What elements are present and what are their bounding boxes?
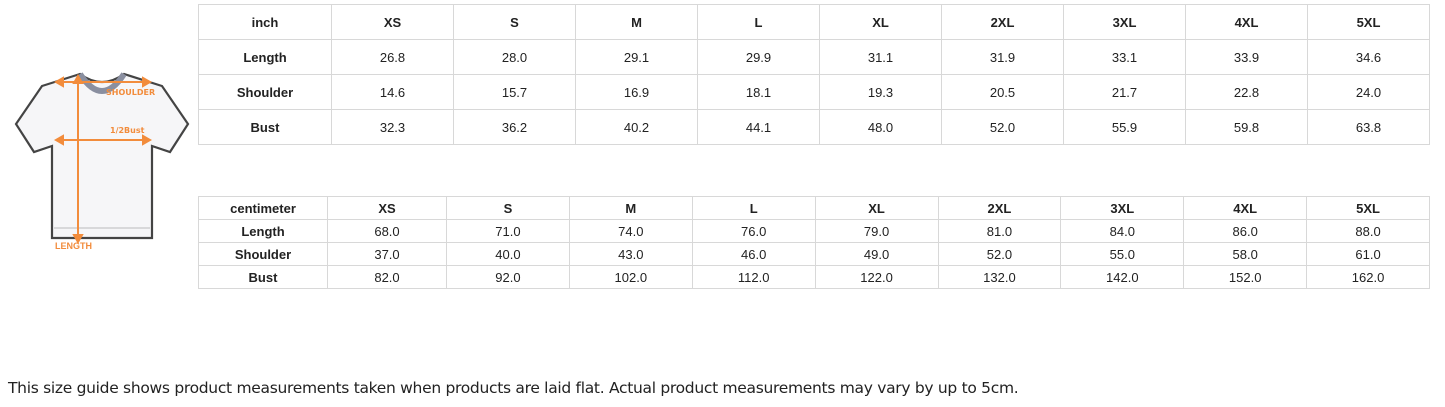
table-cell: 58.0 bbox=[1183, 242, 1308, 266]
row-label: Length bbox=[198, 39, 332, 75]
table-cell: 46.0 bbox=[691, 242, 816, 266]
inch-size-table: inch XS S M L XL 2XL 3XL 4XL 5XL Length 26.8 28.0 29.… bbox=[198, 4, 1430, 145]
table-cell: 63.8 bbox=[1307, 109, 1430, 145]
column-header: 4XL bbox=[1185, 4, 1308, 40]
column-header: XS bbox=[331, 4, 454, 40]
table-cell: 86.0 bbox=[1183, 219, 1308, 243]
table-row: Bust 32.3 36.2 40.2 44.1 48.0 52.0 55.9 59.8 63.8 bbox=[198, 109, 1430, 145]
table-cell: 84.0 bbox=[1060, 219, 1185, 243]
table-cell: 74.0 bbox=[568, 219, 693, 243]
table-cell: 68.0 bbox=[327, 219, 447, 243]
row-label: Bust bbox=[198, 109, 332, 145]
table-cell: 152.0 bbox=[1183, 265, 1308, 289]
table-cell: 52.0 bbox=[937, 242, 1062, 266]
table-row: Length 26.8 28.0 29.1 29.9 31.1 31.9 33.1 33.9 34… bbox=[198, 39, 1430, 75]
table-cell: 88.0 bbox=[1306, 219, 1430, 243]
table-cell: 19.3 bbox=[819, 74, 942, 110]
table-cell: 21.7 bbox=[1063, 74, 1186, 110]
column-header: L bbox=[691, 196, 816, 220]
table-cell: 31.9 bbox=[941, 39, 1064, 75]
table-cell: 28.0 bbox=[453, 39, 576, 75]
column-header: 3XL bbox=[1063, 4, 1186, 40]
table-cell: 29.9 bbox=[697, 39, 820, 75]
table-cell: 40.0 bbox=[446, 242, 570, 266]
table-cell: 59.8 bbox=[1185, 109, 1308, 145]
shoulder-label: SHOULDER bbox=[106, 88, 155, 97]
table-cell: 22.8 bbox=[1185, 74, 1308, 110]
table-cell: 71.0 bbox=[446, 219, 570, 243]
table-cell: 48.0 bbox=[819, 109, 942, 145]
row-label: Bust bbox=[198, 265, 328, 289]
table-cell: 122.0 bbox=[814, 265, 939, 289]
table-cell: 44.1 bbox=[697, 109, 820, 145]
column-header: 4XL bbox=[1183, 196, 1308, 220]
header-row: inch XS S M L XL 2XL 3XL 4XL 5XL bbox=[198, 4, 1430, 40]
table-cell: 33.9 bbox=[1185, 39, 1308, 75]
table-cell: 82.0 bbox=[327, 265, 447, 289]
table-cell: 36.2 bbox=[453, 109, 576, 145]
column-header: 5XL bbox=[1307, 4, 1430, 40]
column-header: XL bbox=[819, 4, 942, 40]
table-cell: 16.9 bbox=[575, 74, 698, 110]
column-header: L bbox=[697, 4, 820, 40]
table-cell: 24.0 bbox=[1307, 74, 1430, 110]
column-header: S bbox=[453, 4, 576, 40]
table-cell: 15.7 bbox=[453, 74, 576, 110]
column-header: M bbox=[568, 196, 693, 220]
table-cell: 112.0 bbox=[691, 265, 816, 289]
table-cell: 61.0 bbox=[1306, 242, 1430, 266]
length-label: LENGTH bbox=[55, 241, 92, 251]
table-cell: 14.6 bbox=[331, 74, 454, 110]
column-header: M bbox=[575, 4, 698, 40]
column-header: inch bbox=[198, 4, 332, 40]
column-header: S bbox=[446, 196, 570, 220]
column-header: centimeter bbox=[198, 196, 328, 220]
table-row: Length 68.0 71.0 74.0 76.0 79.0 81.0 84.0 86.0 88… bbox=[198, 219, 1430, 243]
table-cell: 31.1 bbox=[819, 39, 942, 75]
table-cell: 76.0 bbox=[691, 219, 816, 243]
table-cell: 33.1 bbox=[1063, 39, 1186, 75]
column-header: XS bbox=[327, 196, 447, 220]
table-cell: 34.6 bbox=[1307, 39, 1430, 75]
table-cell: 40.2 bbox=[575, 109, 698, 145]
bust-label: 1/2Bust bbox=[110, 126, 145, 135]
row-label: Length bbox=[198, 219, 328, 243]
table-cell: 32.3 bbox=[331, 109, 454, 145]
table-cell: 26.8 bbox=[331, 39, 454, 75]
table-row: Shoulder 37.0 40.0 43.0 46.0 49.0 52.0 55.0 58.0… bbox=[198, 242, 1430, 266]
size-guide-caption: This size guide shows product measuremen… bbox=[8, 379, 1019, 397]
column-header: 2XL bbox=[941, 4, 1064, 40]
table-cell: 162.0 bbox=[1306, 265, 1430, 289]
table-cell: 49.0 bbox=[814, 242, 939, 266]
centimeter-size-table: centimeter XS S M L XL 2XL 3XL 4XL 5XL Length 68.0 7… bbox=[198, 196, 1430, 289]
table-cell: 52.0 bbox=[941, 109, 1064, 145]
table-cell: 81.0 bbox=[937, 219, 1062, 243]
table-cell: 37.0 bbox=[327, 242, 447, 266]
table-cell: 20.5 bbox=[941, 74, 1064, 110]
table-row: Shoulder 14.6 15.7 16.9 18.1 19.3 20.5 21.7 22.8… bbox=[198, 74, 1430, 110]
column-header: 5XL bbox=[1306, 196, 1430, 220]
table-cell: 43.0 bbox=[568, 242, 693, 266]
tshirt-diagram: SHOULDER 1/2Bust LENGTH bbox=[14, 72, 190, 251]
header-row: centimeter XS S M L XL 2XL 3XL 4XL 5XL bbox=[198, 196, 1430, 220]
table-cell: 55.9 bbox=[1063, 109, 1186, 145]
table-cell: 29.1 bbox=[575, 39, 698, 75]
row-label: Shoulder bbox=[198, 74, 332, 110]
table-cell: 18.1 bbox=[697, 74, 820, 110]
table-cell: 92.0 bbox=[446, 265, 570, 289]
column-header: 3XL bbox=[1060, 196, 1185, 220]
column-header: 2XL bbox=[937, 196, 1062, 220]
table-cell: 132.0 bbox=[937, 265, 1062, 289]
table-row: Bust 82.0 92.0 102.0 112.0 122.0 132.0 142.0 152… bbox=[198, 265, 1430, 289]
column-header: XL bbox=[814, 196, 939, 220]
table-cell: 79.0 bbox=[814, 219, 939, 243]
table-cell: 55.0 bbox=[1060, 242, 1185, 266]
row-label: Shoulder bbox=[198, 242, 328, 266]
table-cell: 142.0 bbox=[1060, 265, 1185, 289]
table-cell: 102.0 bbox=[568, 265, 693, 289]
